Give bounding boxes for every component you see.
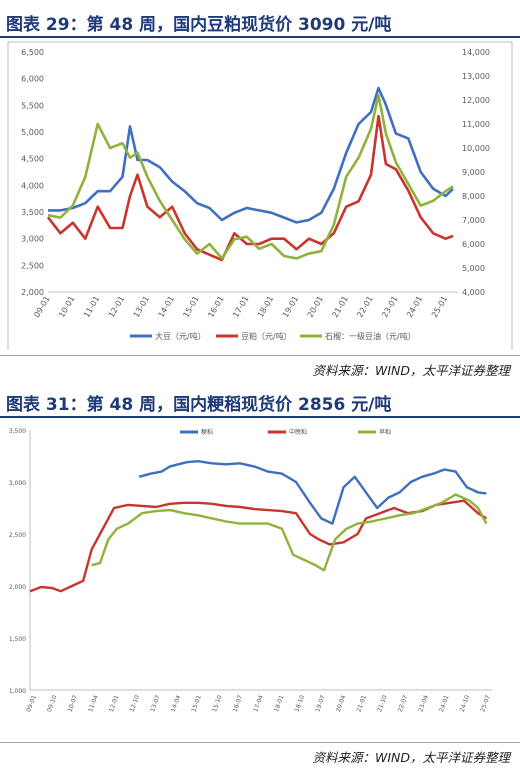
y-tick-label: 3,000 [9,480,26,487]
x-tick-label: 22-07 [397,694,410,713]
x-tick-label: 24-10 [459,694,472,713]
y-tick-label: 2,000 [9,584,26,591]
x-tick-label: 21-01 [356,694,369,713]
figure-31-title: 图表 31：第 48 周，国内粳稻现货价 2856 元/吨 [6,395,392,415]
series-line-1 [48,86,454,224]
x-tick-label: 15-01 [190,694,203,713]
legend-label-1: 大豆（元/吨） [155,331,206,341]
y-left-tick-label: 2,000 [21,288,44,297]
y-right-tick-label: 11,000 [462,120,490,129]
y-tick-label: 3,500 [9,428,26,435]
x-tick-label: 11-04 [87,694,100,713]
x-tick-label: 17-04 [252,694,265,713]
x-tick-label: 24-01 [405,295,424,320]
series-line-1 [138,460,487,525]
figure-29-source: 资料来源：WIND，太平洋证券整理 [312,363,510,378]
y-right-tick-label: 14,000 [462,48,490,57]
x-tick-label: 17-01 [231,295,250,320]
x-tick-label: 25-07 [479,694,492,713]
x-tick-label: 10-01 [57,295,76,320]
y-right-tick-label: 6,000 [462,240,485,249]
y-left-tick-label: 6,500 [21,48,44,57]
x-tick-label: 18-10 [294,694,307,713]
x-tick-label: 15-01 [181,295,200,320]
y-left-tick-label: 5,500 [21,101,44,110]
x-tick-label: 22-01 [355,295,374,320]
y-left-tick-label: 5,000 [21,128,44,137]
x-tick-label: 12-01 [108,694,121,713]
y-left-tick-label: 4,500 [21,155,44,164]
x-tick-label: 23-04 [417,694,430,713]
x-tick-label: 13-07 [149,694,162,713]
soybean-meal-chart: 2,000 2,500 3,000 3,500 4,000 4,500 5,000 5,500… [7,41,513,350]
x-tick-label: 11-01 [82,295,101,320]
x-tick-label: 14-01 [157,295,176,320]
y-tick-label: 1,000 [9,688,26,695]
y-tick-label: 1,500 [9,636,26,643]
y-left-tick-label: 4,000 [21,181,44,190]
figure-31-rule [0,416,520,418]
chart-frame [7,41,513,350]
x-tick-label: 21-01 [330,295,349,320]
y-right-tick-label: 4,000 [462,288,485,297]
x-tick-label: 21-10 [376,694,389,713]
y-left-tick-label: 3,000 [21,235,44,244]
series-line-2 [29,499,488,593]
legend-label-3: 早籼 [379,428,391,436]
x-tick-label: 18-01 [273,694,286,713]
x-tick-label: 16-01 [206,295,225,320]
x-tick-label: 23-01 [380,295,399,320]
y-right-tick-label: 12,000 [462,96,490,105]
x-tick-label: 24-01 [438,694,451,713]
series-line-3 [47,93,454,260]
y-right-tick-label: 9,000 [462,168,485,177]
series-line-3 [91,493,488,572]
y-right-tick-label: 5,000 [462,264,485,273]
legend-label-1: 粳稻 [201,428,213,436]
x-tick-label: 25-01 [430,295,449,320]
series-line-2 [46,114,454,262]
x-tick-label: 10-07 [67,694,80,713]
figure-31-source: 资料来源：WIND，太平洋证券整理 [312,750,510,765]
y-tick-label: 2,500 [9,532,26,539]
figure-29-rule [0,36,520,38]
y-left-tick-label: 2,500 [21,261,44,270]
x-tick-label: 13-01 [132,295,151,320]
legend-label-2: 豆粕（元/吨） [241,331,292,341]
x-tick-label: 19-07 [314,694,327,713]
y-right-tick-label: 8,000 [462,192,485,201]
legend-label-2: 中晚籼 [289,428,307,436]
x-tick-label: 20-01 [306,295,325,320]
x-tick-label: 20-04 [335,694,348,713]
x-tick-label: 12-01 [107,295,126,320]
x-tick-label: 12-10 [129,694,142,713]
x-tick-label: 18-01 [256,295,275,320]
x-tick-label: 09-01 [25,694,38,713]
figure-29-bottom-rule [0,355,520,356]
x-tick-label: 09-10 [46,694,59,713]
figure-31-bottom-rule [0,742,520,743]
y-right-tick-label: 7,000 [462,216,485,225]
x-tick-label: 15-10 [211,694,224,713]
x-tick-label: 09-01 [32,295,51,320]
x-tick-label: 16-07 [232,694,245,713]
legend-label-3: 石榴：一级豆油（元/吨） [325,331,416,341]
y-right-tick-label: 13,000 [462,72,490,81]
japonica-rice-chart: 1,000 1,500 2,000 2,500 3,000 3,500 09-01 09-10… [9,428,492,713]
y-right-tick-label: 10,000 [462,144,490,153]
y-left-tick-label: 6,000 [21,75,44,84]
x-tick-label: 14-04 [170,694,183,713]
x-tick-label: 19-01 [281,295,300,320]
y-left-tick-label: 3,500 [21,208,44,217]
figure-29-title: 图表 29：第 48 周，国内豆粕现货价 3090 元/吨 [6,15,392,35]
